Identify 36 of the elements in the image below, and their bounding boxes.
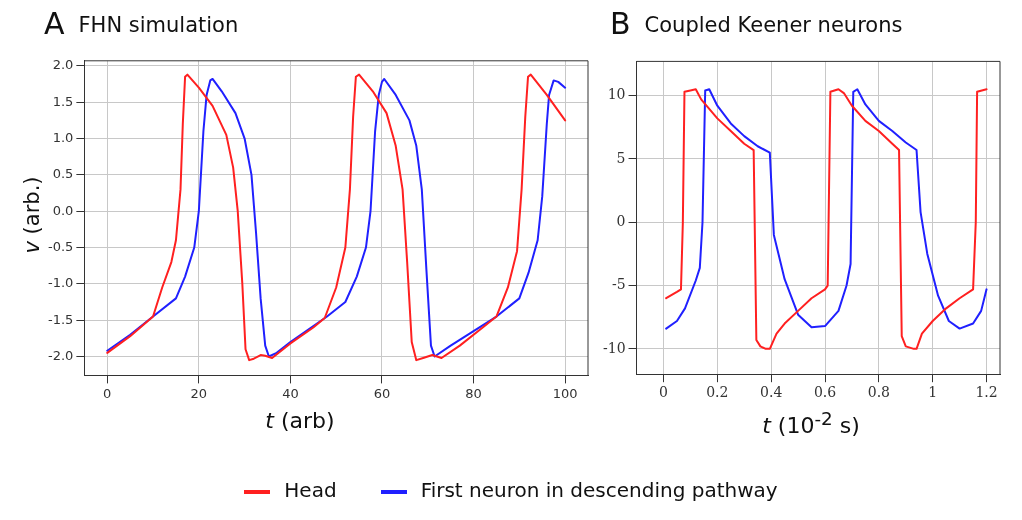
x-tick-label: 40 bbox=[282, 385, 299, 401]
x-tick-label: 100 bbox=[552, 385, 578, 401]
x-tick-label: 0.2 bbox=[706, 384, 729, 401]
y-tick-label: 1.0 bbox=[52, 129, 74, 145]
y-tick-label: 0.5 bbox=[52, 166, 74, 182]
y-tick-label: -2.0 bbox=[47, 347, 74, 363]
x-tick-label: 1.2 bbox=[975, 384, 998, 401]
x-axis-title: t (arb) bbox=[264, 408, 336, 433]
x-axis-title: t (10$^{-2}$ s) bbox=[761, 408, 861, 439]
y-tick-label: 0.0 bbox=[52, 202, 74, 218]
y-tick-label: 0 bbox=[616, 212, 626, 229]
y-tick-label: 10 bbox=[607, 86, 626, 103]
chart-title: Coupled Keener neurons bbox=[644, 13, 903, 37]
legend-label: Head bbox=[283, 478, 337, 502]
x-tick-label: 60 bbox=[373, 385, 391, 401]
chart-title: FHN simulation bbox=[78, 13, 239, 37]
legend-label: First neuron in descending pathway bbox=[419, 478, 778, 502]
y-tick-label: 2.0 bbox=[52, 57, 74, 73]
y-tick-label: 5 bbox=[616, 149, 626, 166]
text: B bbox=[610, 6, 631, 41]
x-tick-label: 1 bbox=[928, 384, 938, 401]
y-tick-label: -1.0 bbox=[47, 275, 74, 291]
y-axis-title: v (arb.) bbox=[20, 176, 44, 254]
x-tick-label: 20 bbox=[190, 385, 208, 401]
x-tick-label: 0 bbox=[659, 384, 668, 401]
x-tick-label: 80 bbox=[465, 385, 482, 401]
x-tick-label: 0.8 bbox=[867, 384, 890, 401]
x-tick-label: 0.6 bbox=[813, 384, 837, 401]
y-tick-label: -5 bbox=[611, 276, 626, 293]
y-tick-label: -0.5 bbox=[47, 238, 74, 254]
x-tick-label: 0.4 bbox=[760, 384, 783, 401]
y-tick-label: -1.5 bbox=[47, 311, 74, 327]
text: A bbox=[44, 6, 65, 41]
x-tick-label: 0 bbox=[103, 385, 112, 401]
y-tick-label: -10 bbox=[603, 339, 626, 356]
y-tick-label: 1.5 bbox=[52, 93, 74, 109]
